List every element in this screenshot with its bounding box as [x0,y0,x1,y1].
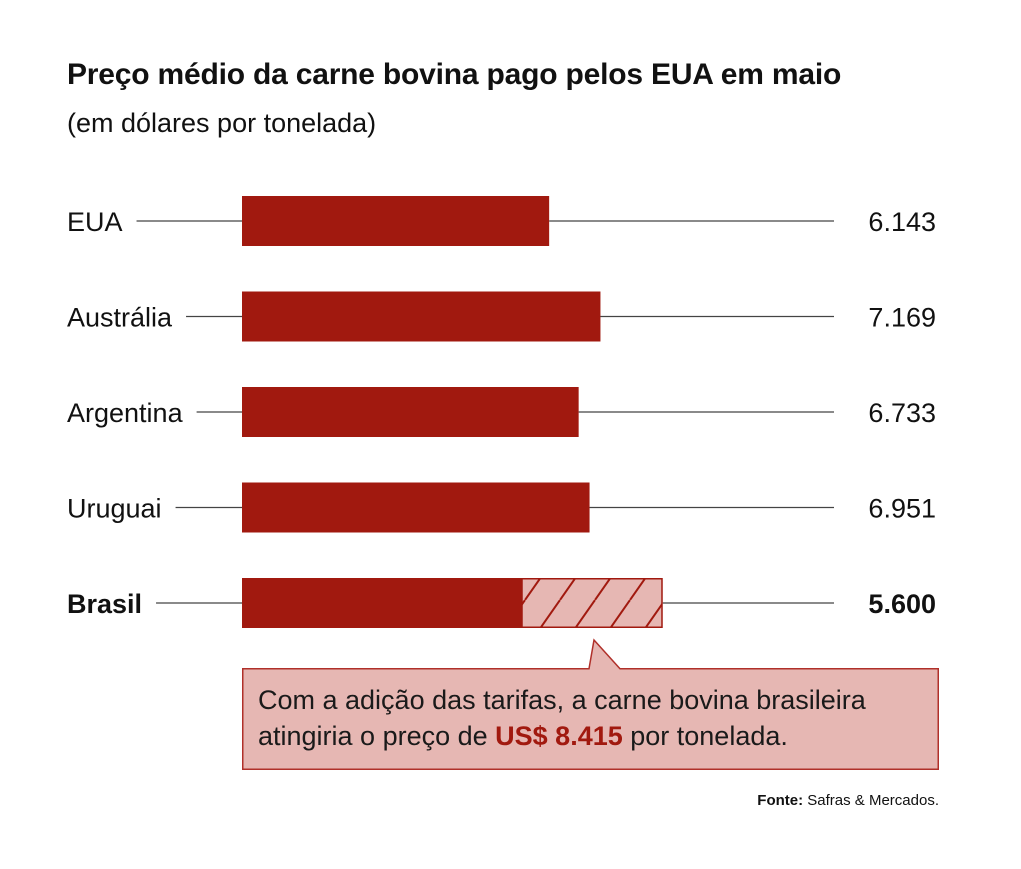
callout-box [242,638,939,770]
bar-argentina [242,387,579,437]
chart-title: Preço médio da carne bovina pago pelos E… [67,58,842,91]
callout-text: Com a adição das tarifas, a carne bovina… [258,682,928,754]
tariff-extension-bar-brasil [521,578,663,628]
callout-highlight-price: US$ 8.415 [495,721,623,751]
category-label-uruguai: Uruguai [67,494,162,524]
category-label-eua: EUA [67,207,123,237]
tariff-callout: Com a adição das tarifas, a carne bovina… [242,638,939,770]
value-label-brasil: 5.600 [868,589,936,619]
value-label-australia: 7.169 [868,303,936,333]
bar-eua [242,196,550,246]
callout-text-after: por tonelada. [622,721,788,751]
category-label-argentina: Argentina [67,398,184,428]
source-text: Safras & Mercados. [807,792,939,809]
value-label-eua: 6.143 [868,207,936,237]
bar-uruguai [242,482,590,533]
chart-subtitle: (em dólares por tonelada) [67,108,377,138]
source-note: Fonte: Safras & Mercados. [757,792,939,809]
value-label-argentina: 6.733 [868,398,936,428]
bar-brasil [242,578,522,628]
value-label-uruguai: 6.951 [868,494,936,524]
category-label-brasil: Brasil [67,589,142,619]
callout-text-before: Com a adição das tarifas, a carne bovina… [258,685,866,751]
category-label-australia: Austrália [67,303,173,333]
bar-australia [242,291,601,342]
source-label: Fonte: [757,792,804,809]
